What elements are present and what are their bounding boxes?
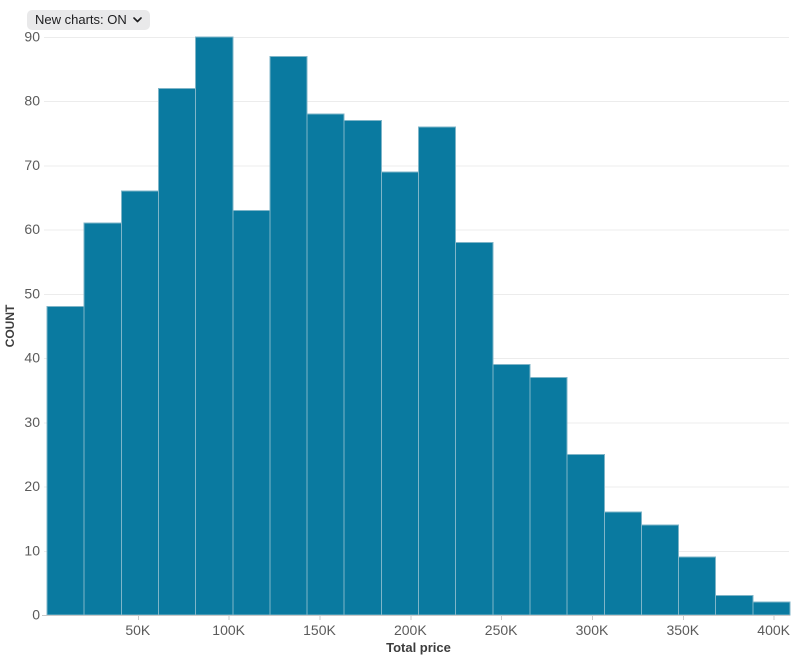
y-tick-label: 10	[24, 542, 40, 558]
y-tick-label: 0	[32, 607, 40, 623]
y-tick-label: 90	[24, 29, 40, 45]
x-tick-label: 150K	[303, 622, 336, 638]
histogram-bar[interactable]	[418, 126, 457, 616]
x-axis-title: Total price	[386, 640, 451, 655]
histogram-bar[interactable]	[566, 453, 605, 616]
x-tick-label: 250K	[485, 622, 518, 638]
y-tick-label: 30	[24, 414, 40, 430]
histogram-bar[interactable]	[380, 171, 420, 616]
y-tick-label: 60	[24, 221, 40, 237]
histogram-bar[interactable]	[195, 36, 234, 616]
histogram-bar[interactable]	[269, 55, 308, 616]
y-tick-label: 40	[24, 350, 40, 366]
y-axis-title: COUNT	[3, 304, 17, 347]
histogram-bar[interactable]	[46, 306, 85, 616]
x-tick-label: 350K	[666, 622, 699, 638]
histogram-bar[interactable]	[492, 364, 531, 616]
x-tick-label: 50K	[125, 622, 151, 638]
histogram-bar[interactable]	[83, 222, 122, 616]
y-tick-label: 50	[24, 285, 40, 301]
y-tick-label: 70	[24, 157, 40, 173]
histogram-bar[interactable]	[603, 511, 642, 616]
histogram-bar[interactable]	[306, 113, 345, 616]
histogram-bar[interactable]	[343, 119, 382, 616]
histogram-bar[interactable]	[678, 556, 717, 616]
chevron-down-icon	[132, 16, 142, 22]
histogram-bar[interactable]	[120, 190, 159, 616]
histogram-bar[interactable]	[232, 209, 271, 616]
x-tick-label: 100K	[212, 622, 245, 638]
histogram-bar[interactable]	[715, 595, 754, 616]
x-tick-label: 400K	[757, 622, 790, 638]
histogram-bar[interactable]	[529, 376, 568, 616]
new-charts-dropdown[interactable]: New charts: ON	[27, 10, 150, 30]
new-charts-label: New charts: ON	[35, 12, 127, 27]
y-tick-label: 80	[24, 93, 40, 109]
histogram-bar[interactable]	[455, 242, 494, 616]
y-tick-label: 20	[24, 478, 40, 494]
histogram-bar[interactable]	[640, 524, 680, 616]
histogram-bar[interactable]	[157, 87, 197, 616]
x-tick-label: 300K	[576, 622, 609, 638]
histogram-bar[interactable]	[752, 601, 791, 616]
x-tick-label: 200K	[394, 622, 427, 638]
